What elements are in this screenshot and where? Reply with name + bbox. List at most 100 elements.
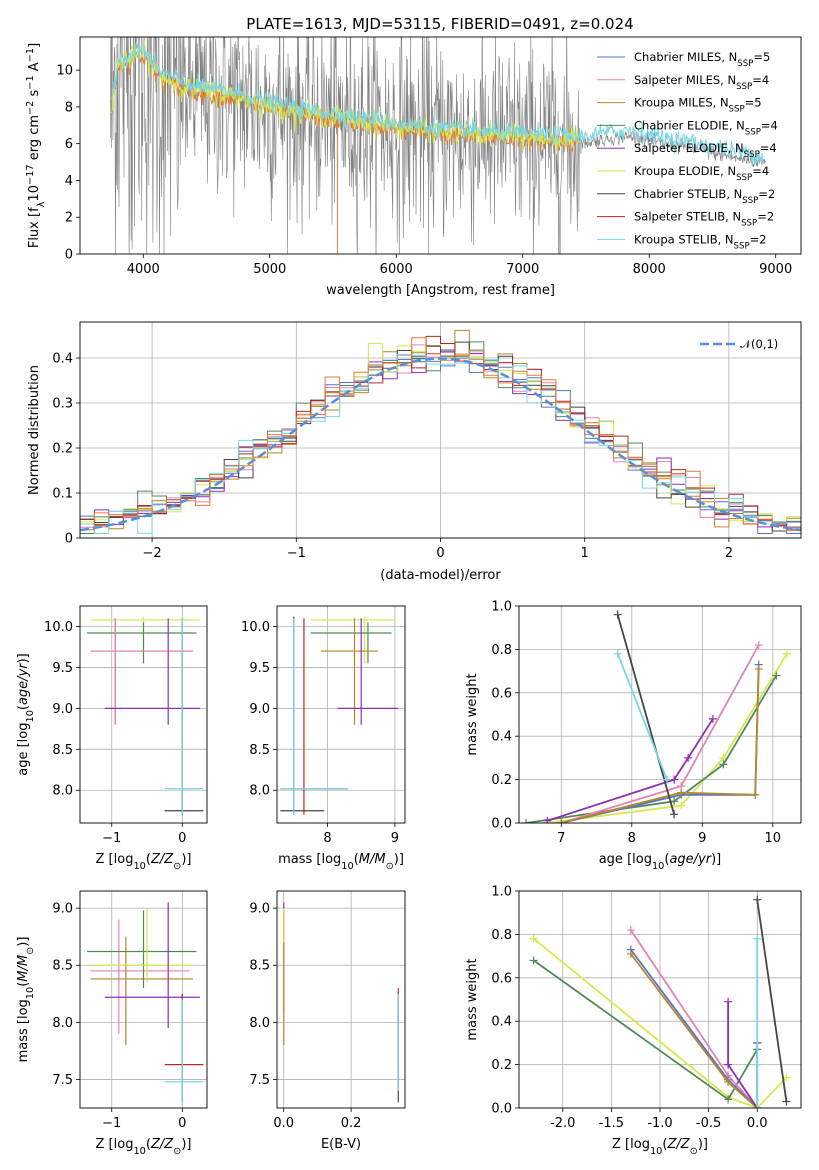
y-axis-label-group: Flux [fλ10−17 erg cm−2 s−1 A−1] [25, 43, 47, 248]
y-tick-label: 8.0 [249, 1016, 270, 1031]
label-part: erg cm [27, 115, 42, 164]
y-tick-label: 8.0 [52, 1016, 73, 1031]
plot-area [110, 37, 766, 254]
label-part: ( [662, 1137, 667, 1152]
series-point-marker [522, 819, 531, 823]
y-tick-label: 8.0 [52, 784, 73, 799]
series-point-marker [719, 760, 728, 769]
y-tick-label: 8.0 [249, 784, 270, 799]
x-tick-label: -2.0 [550, 1116, 575, 1131]
mass-vs-EBV-panel: 0.0 0.2 7.5 8.0 8.5 9.0 E(B-V) [249, 890, 406, 1152]
x-tick-label: 9 [391, 831, 399, 846]
plot-area [283, 902, 399, 1103]
model-spectrum-line [111, 41, 764, 167]
y-tick-label: 0.4 [52, 352, 73, 367]
axes-frame [518, 605, 802, 824]
y-tick-label: 8.5 [249, 743, 270, 758]
x-tick-label: 8000 [633, 262, 666, 277]
label-part: Z/Z [666, 1137, 690, 1152]
x-tick-label: 10 [765, 831, 782, 846]
y-axis-label-group: mass [log10(M/M⊙)] [16, 937, 36, 1063]
x-tick-label: 4000 [127, 262, 160, 277]
y-tick-label: 0.4 [491, 730, 512, 745]
series-point-marker [782, 1097, 791, 1106]
label-part: Z [log [96, 1137, 134, 1152]
label-part: Z/Z [150, 1137, 174, 1152]
label-part: M/M [359, 852, 386, 867]
y-tick-label: 9.0 [249, 702, 270, 717]
mass-weight-vs-Z-panel: -2.0 -1.5 -1.0 -0.5 0.0 0.0 0.2 0.4 0.6 0.8 1.0 Z [… [465, 885, 802, 1157]
label-part: Chabrier STELIB, N [634, 187, 742, 201]
label-part: )] [16, 937, 31, 947]
y-tick-label: 7.5 [52, 1073, 73, 1088]
label-part: =5 [753, 50, 770, 64]
label-part: ⊙ [173, 1146, 181, 1157]
x-tick-label: 0 [178, 831, 186, 846]
label-part: SSP [729, 105, 745, 115]
x-tick-label: 0.0 [747, 1116, 768, 1131]
x-tick-label: 0.2 [341, 1116, 362, 1131]
series-point-marker [626, 949, 635, 958]
y-axis-label-group: age [log10(age/yr)] [16, 653, 36, 776]
label-part: =4 [752, 73, 769, 87]
y-tick-label: 7.5 [249, 1073, 270, 1088]
series-point-marker [529, 934, 538, 943]
y-tick-label: 0.2 [491, 1058, 512, 1073]
axes-frame [79, 36, 802, 255]
label-part: 10 [652, 861, 664, 872]
y-tick-label: 2 [65, 211, 73, 226]
series-line [756, 899, 788, 1102]
y-tick-label: 0.3 [52, 397, 73, 412]
label-part: Kroupa ELODIE, N [634, 164, 736, 178]
y-tick-label: 0.4 [491, 1015, 512, 1030]
y-tick-label: 8 [65, 100, 73, 115]
series-point-marker [753, 895, 762, 904]
label-part: Salpeter ELODIE, N [634, 141, 744, 155]
y-tick-label: 0.2 [491, 773, 512, 788]
plot-area [87, 616, 204, 815]
series-line [630, 953, 758, 1108]
label-part: =4 [752, 164, 769, 178]
series-line [630, 949, 758, 1108]
series-point-marker [782, 649, 791, 658]
x-axis-label: age [log10(age/yr)] [599, 852, 722, 872]
x-tick-label: 9 [698, 831, 706, 846]
label-part: ⊙ [386, 861, 394, 872]
legend-entry: Salpeter ELODIE, NSSP=4 [634, 141, 777, 160]
x-tick-label: −2 [143, 546, 162, 561]
y-tick-label: 8.5 [52, 959, 73, 974]
axes-frame [79, 605, 208, 824]
y-tick-label: 10.0 [241, 620, 270, 635]
legend-entry: Chabrier STELIB, NSSP=2 [634, 187, 775, 206]
x-tick-label: -1.5 [599, 1116, 624, 1131]
y-tick-label: 8.5 [52, 743, 73, 758]
label-part: Kroupa MILES, N [634, 96, 729, 110]
plot-area [529, 895, 791, 1108]
plot-area [80, 329, 801, 534]
series-point-marker [613, 649, 622, 658]
series-point-marker [543, 816, 552, 823]
label-part: =2 [758, 187, 775, 201]
y-tick-label: 1.0 [491, 885, 512, 900]
label-part: Z [log [612, 1137, 650, 1152]
label-part: mass [log [16, 999, 31, 1062]
y-tick-label: 9.0 [52, 902, 73, 917]
label-part: λ [36, 201, 47, 207]
label-part: )] [698, 1137, 708, 1152]
y-tick-label: 0.8 [491, 643, 512, 658]
x-tick-label: −1 [287, 546, 306, 561]
label-part: )] [394, 852, 404, 867]
y-tick-label: 0.1 [52, 487, 73, 502]
label-part: ( [16, 705, 31, 710]
label-part: Chabrier MILES, N [634, 50, 737, 64]
series-point-marker [557, 819, 566, 823]
legend-entry: Chabrier ELODIE, NSSP=4 [634, 118, 778, 137]
label-part: Z [log [96, 852, 134, 867]
x-tick-label: 1 [581, 546, 589, 561]
label-part: SSP [742, 196, 758, 206]
series-point-marker [753, 1060, 762, 1069]
axes-frame [276, 605, 406, 824]
series-point-marker [724, 997, 733, 1006]
y-tick-label: 0 [65, 248, 73, 263]
series-point-marker [753, 934, 762, 943]
